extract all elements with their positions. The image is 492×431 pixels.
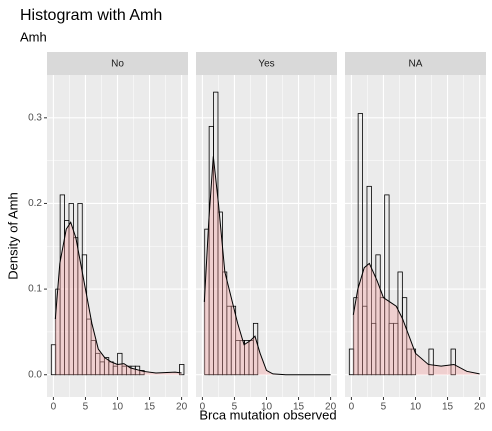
strip-label: Yes [258, 59, 274, 70]
chart-title: Histogram with Amh [20, 7, 162, 24]
histogram-bar [81, 254, 88, 376]
x-tick-label: 5 [381, 402, 387, 413]
histogram-bar [179, 364, 185, 376]
histogram-bar [357, 113, 363, 376]
x-tick-label: 10 [112, 402, 124, 413]
x-tick-label: 10 [261, 402, 273, 413]
x-tick-label: 5 [83, 402, 89, 413]
y-tick-label: 0.1 [28, 284, 42, 295]
histogram-bar [252, 322, 259, 376]
histogram-bar [428, 348, 434, 376]
strip-label: NA [409, 59, 423, 70]
x-tick-label: 0 [349, 402, 355, 413]
y-axis-label: Density of Amh [5, 192, 20, 279]
x-tick-label: 0 [200, 402, 206, 413]
y-tick-label: 0.2 [28, 198, 42, 209]
x-tick-label: 15 [144, 402, 156, 413]
density-line [54, 221, 182, 374]
x-tick-label: 5 [232, 402, 238, 413]
strip [196, 52, 337, 75]
x-tick-label: 20 [325, 402, 337, 413]
x-tick-label: 10 [410, 402, 422, 413]
x-tick-label: 0 [51, 402, 57, 413]
histogram-bar [139, 370, 145, 376]
density-line [352, 262, 480, 375]
strip-label: No [111, 59, 124, 70]
x-tick-label: 15 [293, 402, 305, 413]
histogram-bar [366, 185, 372, 376]
y-tick-label: 0.0 [28, 369, 42, 380]
x-axis-label: Brca mutation observed [199, 407, 336, 422]
y-tick-label: 0.3 [28, 112, 42, 123]
chart-subtitle: Amh [20, 29, 47, 44]
histogram-bar [450, 348, 456, 376]
histogram-bar [401, 297, 408, 376]
density-area [353, 263, 480, 375]
strip [47, 52, 188, 75]
strip [345, 52, 486, 75]
x-tick-label: 20 [176, 402, 188, 413]
density-area [55, 222, 182, 375]
x-tick-label: 15 [442, 402, 454, 413]
x-tick-label: 20 [474, 402, 486, 413]
density-area [204, 156, 331, 375]
histogram-bar [384, 194, 390, 376]
density-line [203, 156, 331, 376]
